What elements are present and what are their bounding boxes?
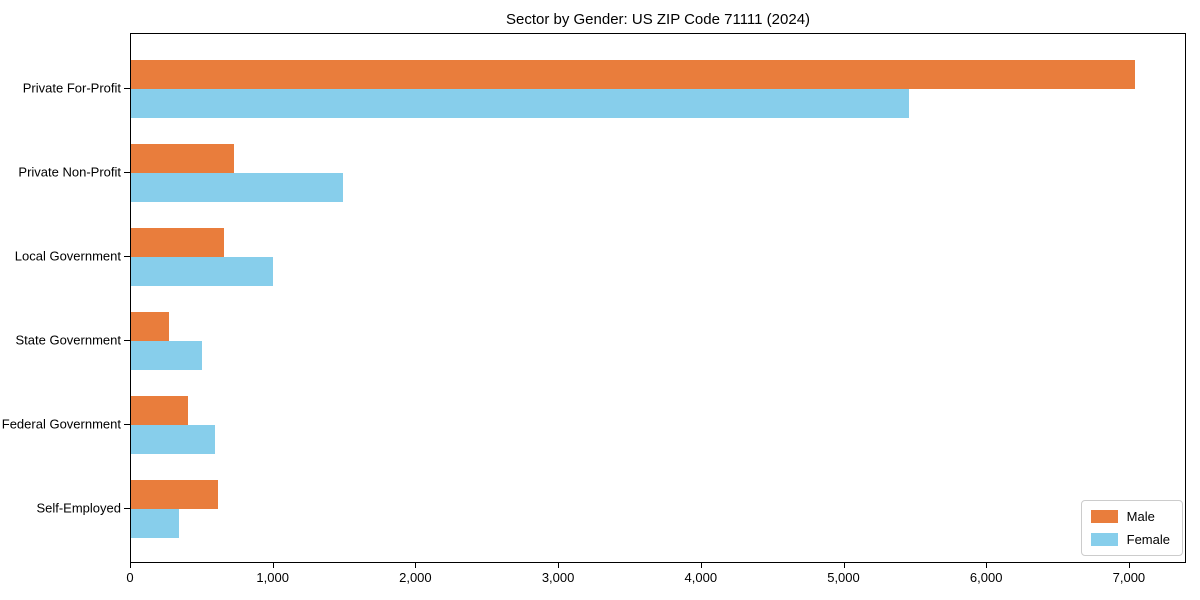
legend-item-female: Female <box>1090 532 1170 547</box>
y-axis-label-private-for-profit: Private For-Profit <box>22 80 121 96</box>
bar-male-state-government <box>131 311 170 341</box>
y-tick-mark <box>124 255 130 257</box>
y-tick-mark <box>124 507 130 509</box>
x-tick-label-6-000: 6,000 <box>969 570 1003 585</box>
x-tick-label-4-000: 4,000 <box>684 570 718 585</box>
bar-male-self-employed <box>131 479 218 509</box>
y-axis-label-state-government: State Government <box>15 332 122 348</box>
y-axis-label-federal-government: Federal Government <box>1 416 121 432</box>
x-tick-mark <box>843 563 845 568</box>
y-tick-mark <box>124 171 130 173</box>
x-tick-mark <box>700 563 702 568</box>
x-tick-label-5-000: 5,000 <box>827 570 860 585</box>
x-tick-label-0: 0 <box>126 570 134 585</box>
bar-female-state-government <box>131 340 203 370</box>
chart-title: Sector by Gender: US ZIP Code 71111 (202… <box>505 11 811 28</box>
y-tick-mark <box>124 88 130 89</box>
x-tick-mark <box>415 563 417 568</box>
bar-female-private-non-profit <box>131 172 344 202</box>
x-tick-label-1-000: 1,000 <box>256 570 289 585</box>
y-tick-mark <box>124 423 130 425</box>
x-tick-mark <box>272 563 274 568</box>
female-swatch-icon <box>1090 533 1118 546</box>
bar-female-federal-government <box>131 424 216 454</box>
male-swatch-icon <box>1090 510 1118 523</box>
x-tick-label-3-000: 3,000 <box>541 570 575 585</box>
legend: Male Female <box>1080 500 1183 556</box>
y-axis-label-self-employed: Self-Employed <box>36 500 121 516</box>
y-axis-label-private-non-profit: Private Non-Profit <box>18 164 121 180</box>
x-tick-mark <box>130 563 131 568</box>
bar-male-local-government <box>131 227 224 257</box>
x-tick-mark <box>1128 563 1130 568</box>
x-tick-label-7-000: 7,000 <box>1112 570 1146 585</box>
x-tick-mark <box>986 563 988 568</box>
legend-label-male: Male <box>1126 509 1155 524</box>
y-tick-mark <box>124 339 130 341</box>
legend-label-female: Female <box>1126 532 1170 547</box>
legend-item-male: Male <box>1090 509 1170 524</box>
bar-male-federal-government <box>131 395 188 425</box>
bar-female-local-government <box>131 256 274 286</box>
y-axis-label-local-government: Local Government <box>14 248 121 264</box>
bar-male-private-for-profit <box>131 60 1136 89</box>
plot-area <box>130 33 1186 563</box>
bar-male-private-non-profit <box>131 143 234 173</box>
bar-female-self-employed <box>131 508 179 538</box>
x-tick-mark <box>558 563 560 568</box>
x-tick-label-2-000: 2,000 <box>399 570 432 585</box>
bar-female-private-for-profit <box>131 89 909 118</box>
